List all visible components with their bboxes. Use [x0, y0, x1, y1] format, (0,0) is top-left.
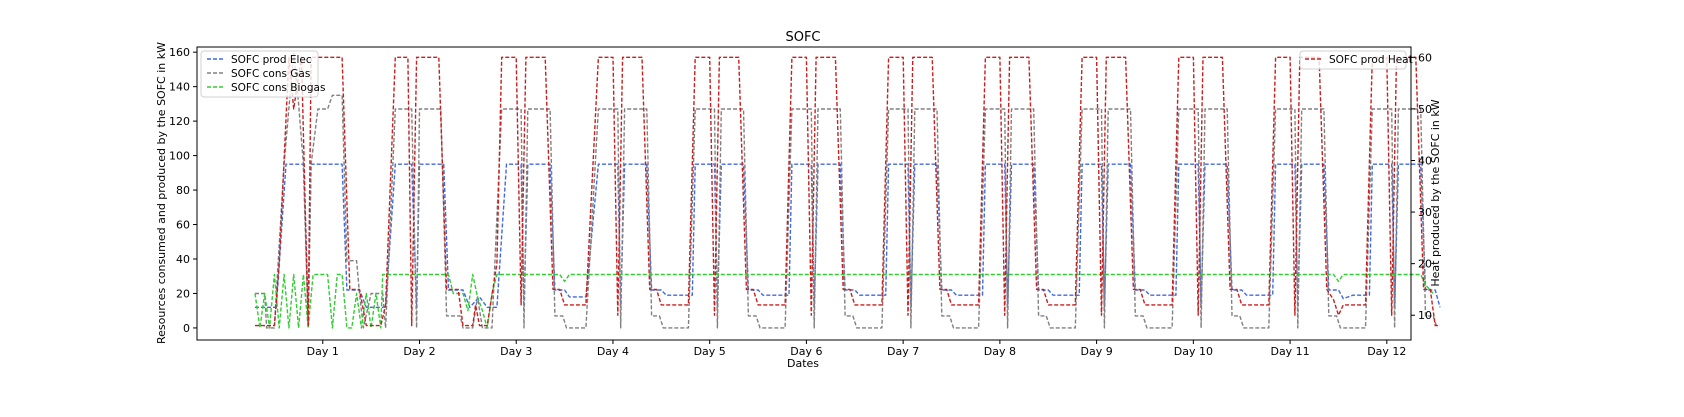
- y-left-tick-label: 100: [169, 150, 190, 163]
- plot-frame: [196, 46, 1412, 341]
- series-line-sofc-prod-elec: [255, 163, 1441, 308]
- series-line-sofc-prod-heat: [255, 56, 1440, 327]
- y-left-tick-label: 20: [176, 287, 190, 300]
- y-left-tick-label: 80: [176, 184, 190, 197]
- x-tick-label: Day 9: [1081, 345, 1113, 358]
- y-left-tick-label: 140: [169, 81, 190, 94]
- y-right-tick-label: 10: [1418, 309, 1432, 322]
- legend-right-frame: [1299, 50, 1407, 70]
- series-line-sofc-cons-biogas: [254, 273, 1434, 329]
- y-right-tick-label: 60: [1418, 51, 1432, 64]
- legend-label-heat: SOFC prod Heat: [1329, 54, 1413, 66]
- y-axis-left-title: Resources consumed and produced by the S…: [155, 42, 168, 344]
- x-tick-label: Day 6: [790, 345, 822, 358]
- x-axis-title: Dates: [787, 357, 819, 370]
- y-left-tick-label: 0: [183, 322, 190, 335]
- legend-left: SOFC prod Elec SOFC cons Gas SOFC cons B…: [200, 50, 325, 98]
- y-left-tick-label: 40: [176, 253, 190, 266]
- chart-title: SOFC: [785, 30, 820, 45]
- x-tick-label: Day 1: [307, 345, 339, 358]
- legend-left-frame: [200, 50, 319, 98]
- y-left-tick-label: 120: [169, 115, 190, 128]
- legend-label-elec: SOFC prod Elec: [231, 54, 312, 66]
- y-left-tick-label: 60: [176, 219, 190, 232]
- x-tick-label: Day 2: [403, 345, 435, 358]
- legend-label-biogas: SOFC cons Biogas: [231, 82, 325, 94]
- legend-right: SOFC prod Heat: [1299, 50, 1413, 70]
- x-tick-label: Day 8: [984, 345, 1016, 358]
- y-left-tick-label: 160: [169, 46, 190, 59]
- x-tick-label: Day 7: [887, 345, 919, 358]
- x-tick-label: Day 3: [500, 345, 532, 358]
- x-tick-label: Day 10: [1174, 345, 1213, 358]
- y-right-tick-label: 50: [1418, 103, 1432, 116]
- y-right-tick-label: 30: [1418, 206, 1432, 219]
- series-layer: [254, 51, 1441, 329]
- y-axis-right-title: Heat produced by the SOFC in kW: [1429, 99, 1442, 286]
- y-right-tick-label: 20: [1418, 258, 1432, 271]
- x-tick-label: Day 11: [1270, 345, 1309, 358]
- y-right-tick-label: 40: [1418, 154, 1432, 167]
- axes-layer: Day 1 Day 2 Day 3 Day 4 Day 5 Day 6 Day 7 Day 8…: [169, 46, 1432, 358]
- x-tick-label: Day 12: [1367, 345, 1406, 358]
- legend-label-gas: SOFC cons Gas: [231, 68, 310, 80]
- x-tick-label: Day 4: [597, 345, 629, 358]
- x-tick-label: Day 5: [694, 345, 726, 358]
- series-line-sofc-cons-gas: [255, 51, 1438, 329]
